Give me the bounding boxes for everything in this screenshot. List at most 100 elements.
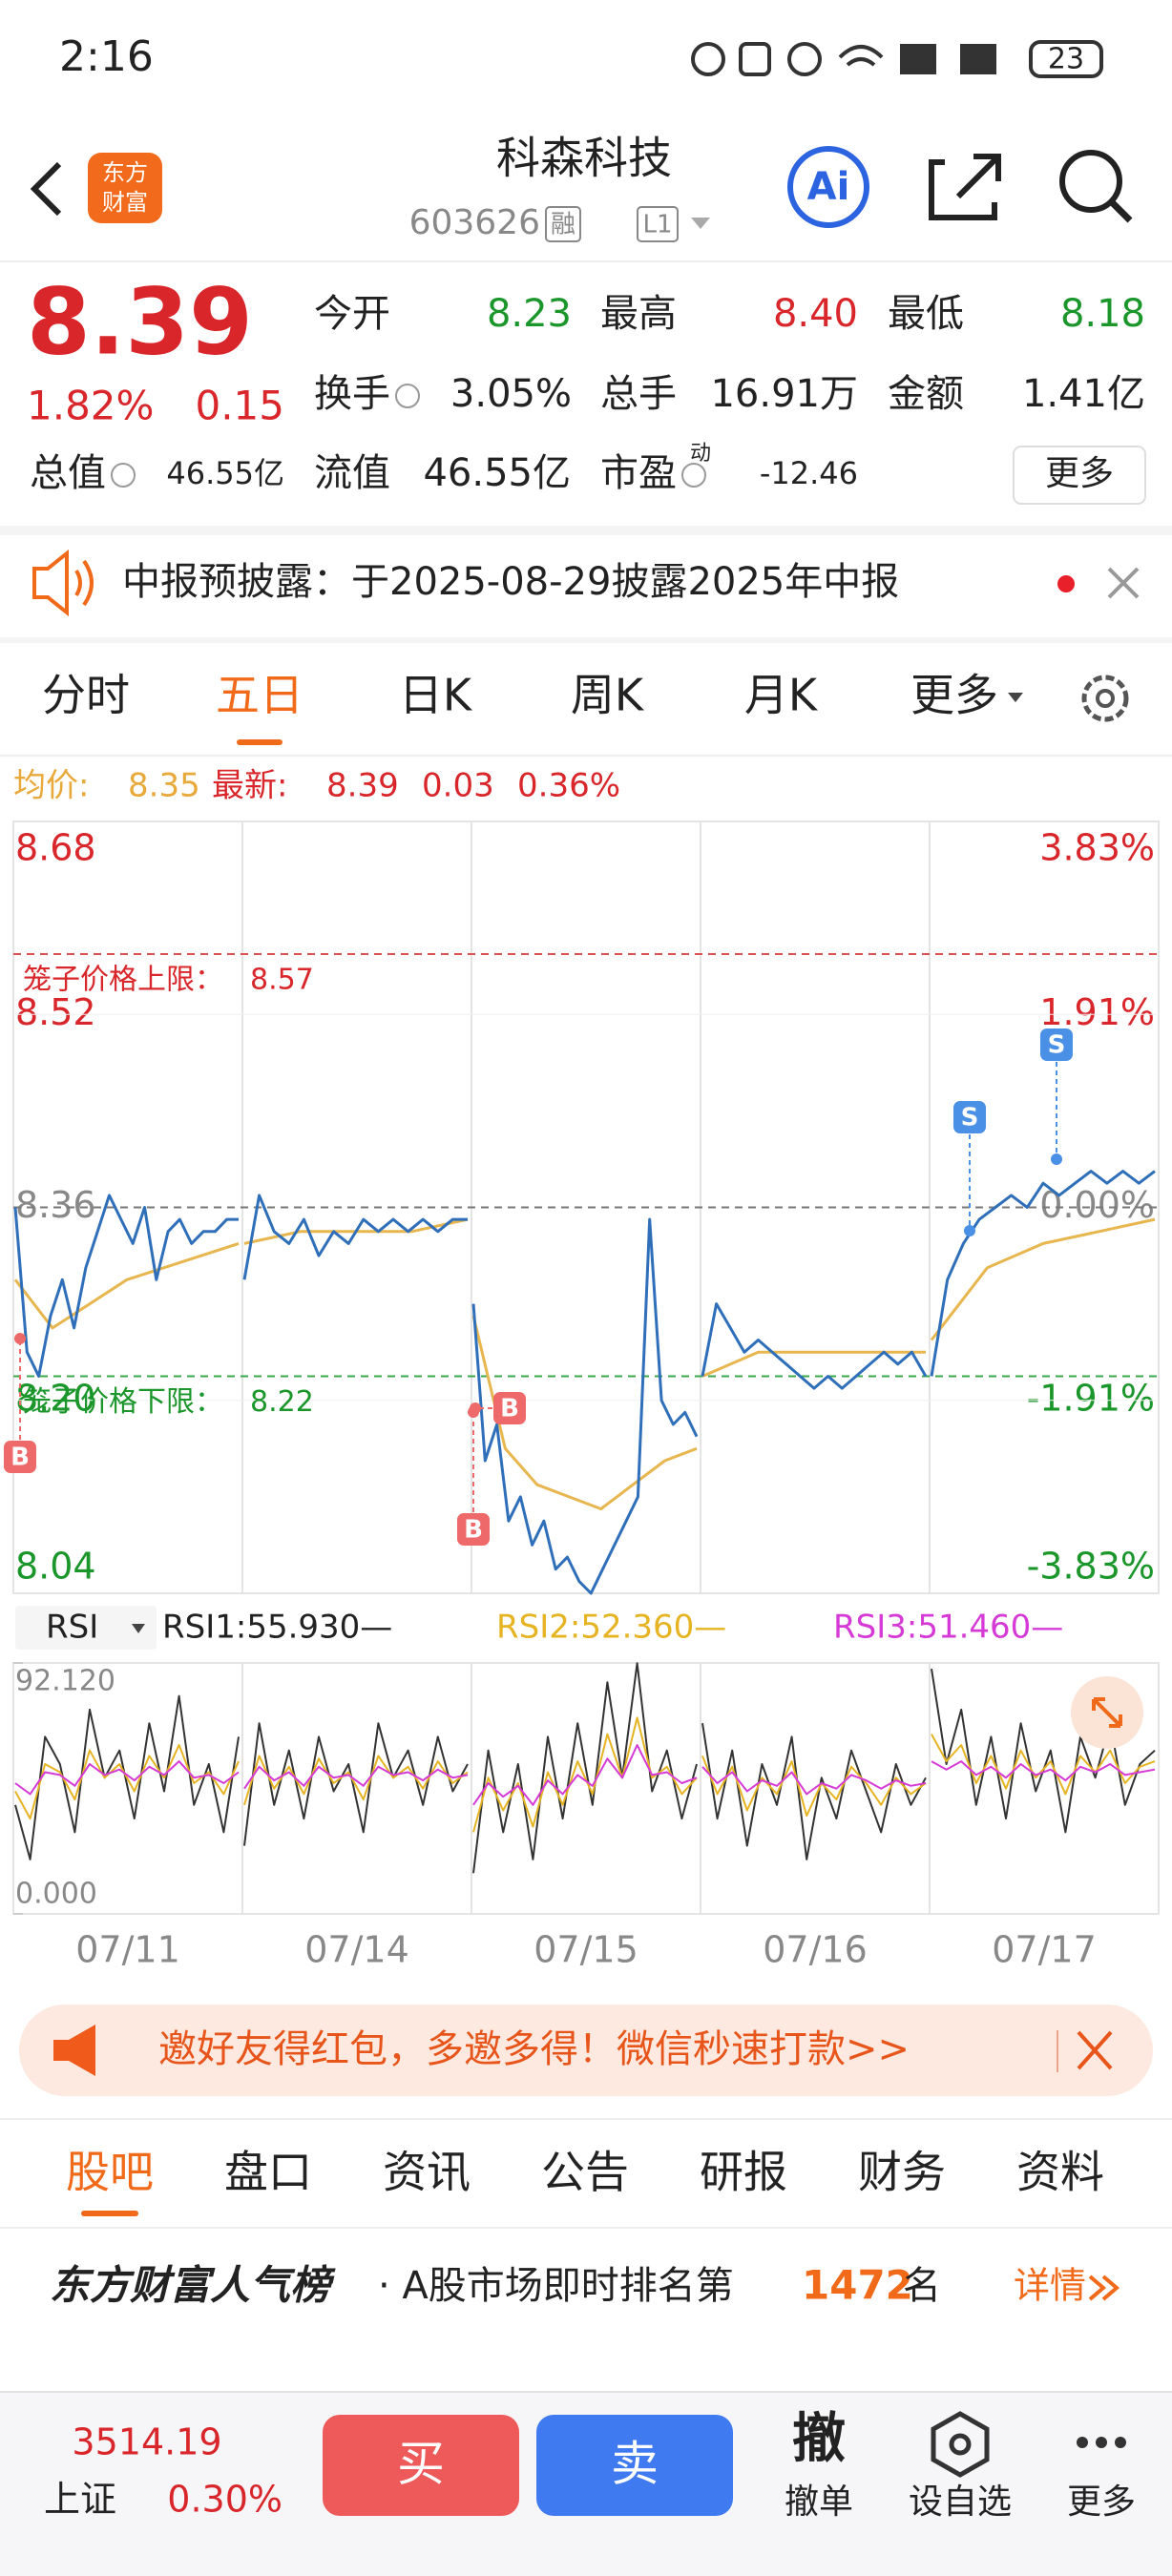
rsi-line [931, 1760, 1156, 1782]
rsi-selector-text: RSI [46, 1609, 98, 1647]
more-text: 更多 [1067, 2483, 1136, 2522]
tab[interactable]: 分时 [42, 670, 130, 721]
period-tabs: 分时 五日 日K 周K 月K 更多 [42, 670, 998, 745]
settings-button[interactable] [1081, 675, 1129, 722]
watch-icon[interactable] [931, 2411, 990, 2478]
close-banner[interactable] [1077, 2030, 1113, 2070]
gap [0, 637, 1172, 643]
popularity-title: 东方财富人气榜 [50, 2262, 336, 2309]
stock-name: 科森科技 [496, 133, 672, 184]
tab[interactable]: 资讯 [383, 2147, 471, 2198]
close-notice[interactable] [1107, 567, 1140, 599]
battery: 23 [1048, 43, 1084, 76]
rsi-line [472, 1662, 698, 1874]
y-tick-pct: -1.91% [1027, 1377, 1155, 1419]
avg-line [701, 1350, 926, 1378]
field-label: 最高 [600, 292, 677, 336]
tab-indicator [81, 2211, 138, 2216]
avg-line [930, 1217, 1156, 1341]
tab[interactable]: 研报 [700, 2147, 787, 2198]
logo-text: 财富 [102, 189, 148, 216]
tab[interactable]: 财务 [858, 2147, 946, 2198]
trade-label: B [464, 1516, 483, 1545]
dropdown [132, 1624, 145, 1633]
dropdown[interactable] [1008, 693, 1023, 702]
notice-text[interactable]: 中报预披露：于2025-08-29披露2025年中报 [122, 560, 899, 604]
floor-label: 笼子价格下限： [23, 1385, 223, 1419]
buy-text: 买 [397, 2437, 445, 2492]
ai-button[interactable] [787, 146, 869, 228]
rsi-line [931, 1734, 1156, 1796]
ai-text: Ai [807, 165, 850, 209]
invite-banner[interactable] [19, 2005, 1153, 2096]
trade-dot [468, 1406, 479, 1418]
field-label: 今开 [314, 292, 390, 336]
trade-label: S [1048, 1031, 1066, 1060]
trade-dot [1051, 1153, 1062, 1165]
tab[interactable]: 五日 [216, 670, 303, 721]
trade-label: S [961, 1104, 979, 1132]
more-button[interactable] [1013, 446, 1146, 505]
rsi-line [701, 1723, 927, 1860]
floor-value: 8.22 [250, 1385, 314, 1419]
x-tick-label: 07/15 [534, 1929, 638, 1971]
tab[interactable]: 更多 [910, 670, 998, 721]
back-button[interactable] [30, 161, 62, 217]
logo[interactable] [88, 153, 162, 223]
dropdown[interactable] [691, 218, 710, 229]
avg-line [13, 1241, 240, 1330]
legend-rsi3: RSI3:51.460— [833, 1609, 1063, 1647]
rsi-line [14, 1744, 240, 1820]
more-text: 更多 [1045, 454, 1114, 493]
rsi-line [243, 1765, 469, 1790]
rsi-line [701, 1766, 927, 1796]
gap [0, 526, 1172, 535]
rsi-selector[interactable] [15, 1606, 157, 1650]
y-tick-label: 8.68 [15, 827, 96, 869]
price-line [701, 1302, 928, 1390]
popularity-link[interactable]: 详情 [1014, 2265, 1086, 2307]
tab[interactable]: 股吧 [66, 2147, 154, 2198]
sell-text: 卖 [611, 2437, 659, 2492]
expand-button[interactable] [1071, 1676, 1143, 1749]
red-dot [1057, 575, 1075, 592]
sell-button[interactable] [536, 2415, 733, 2516]
rsi-line [701, 1755, 927, 1818]
rsi-tick-label: 0.000 [15, 1878, 97, 1911]
popularity-suffix: 名 [903, 2264, 941, 2308]
field-value: 46.55亿 [423, 451, 571, 495]
rsi-line [14, 1694, 240, 1860]
intraday-chart: 8.68 3.83% 8.52 1.91% 8.36 0.00% 8.20 -1.91% 8.0… [4, 821, 1160, 1971]
buy-button[interactable] [323, 2415, 519, 2516]
trade-dot [14, 1333, 26, 1344]
tab[interactable]: 周K [571, 670, 645, 721]
trade-label: B [10, 1444, 30, 1472]
tag-box [545, 206, 581, 242]
field-value: 8.23 [487, 292, 572, 336]
x-tick-label: 07/14 [304, 1929, 409, 1971]
tab[interactable]: 盘口 [224, 2147, 312, 2198]
last-value: 8.39 [326, 767, 399, 805]
tab[interactable]: 资料 [1016, 2147, 1104, 2198]
section-tabs: 股吧 盘口 资讯 公告 研报 财务 资料 [66, 2147, 1104, 2216]
more-icon[interactable] [1077, 2437, 1126, 2448]
avg-label: 均价: [13, 767, 89, 805]
legend-rsi2: RSI2:52.360— [496, 1609, 726, 1647]
field-label: 总值 [30, 451, 106, 495]
tab[interactable]: 月K [744, 670, 819, 721]
ceiling-value: 8.57 [250, 964, 314, 997]
info-icon [395, 384, 420, 408]
trade-badge [4, 1441, 36, 1473]
field-sup: 动 [690, 442, 711, 466]
avg-line [471, 1315, 698, 1510]
field-value: -12.46 [760, 455, 858, 491]
share-button[interactable] [929, 154, 1001, 220]
rsi-tick-label: 92.120 [15, 1665, 115, 1698]
field-label: 金额 [888, 372, 964, 416]
tab[interactable]: 日K [399, 670, 473, 721]
chart-frame [12, 821, 1160, 1594]
search-button[interactable] [1059, 150, 1133, 223]
price-line [242, 1194, 468, 1280]
cancel-icon[interactable]: 撤 [792, 2408, 846, 2470]
tab[interactable]: 公告 [541, 2147, 629, 2198]
